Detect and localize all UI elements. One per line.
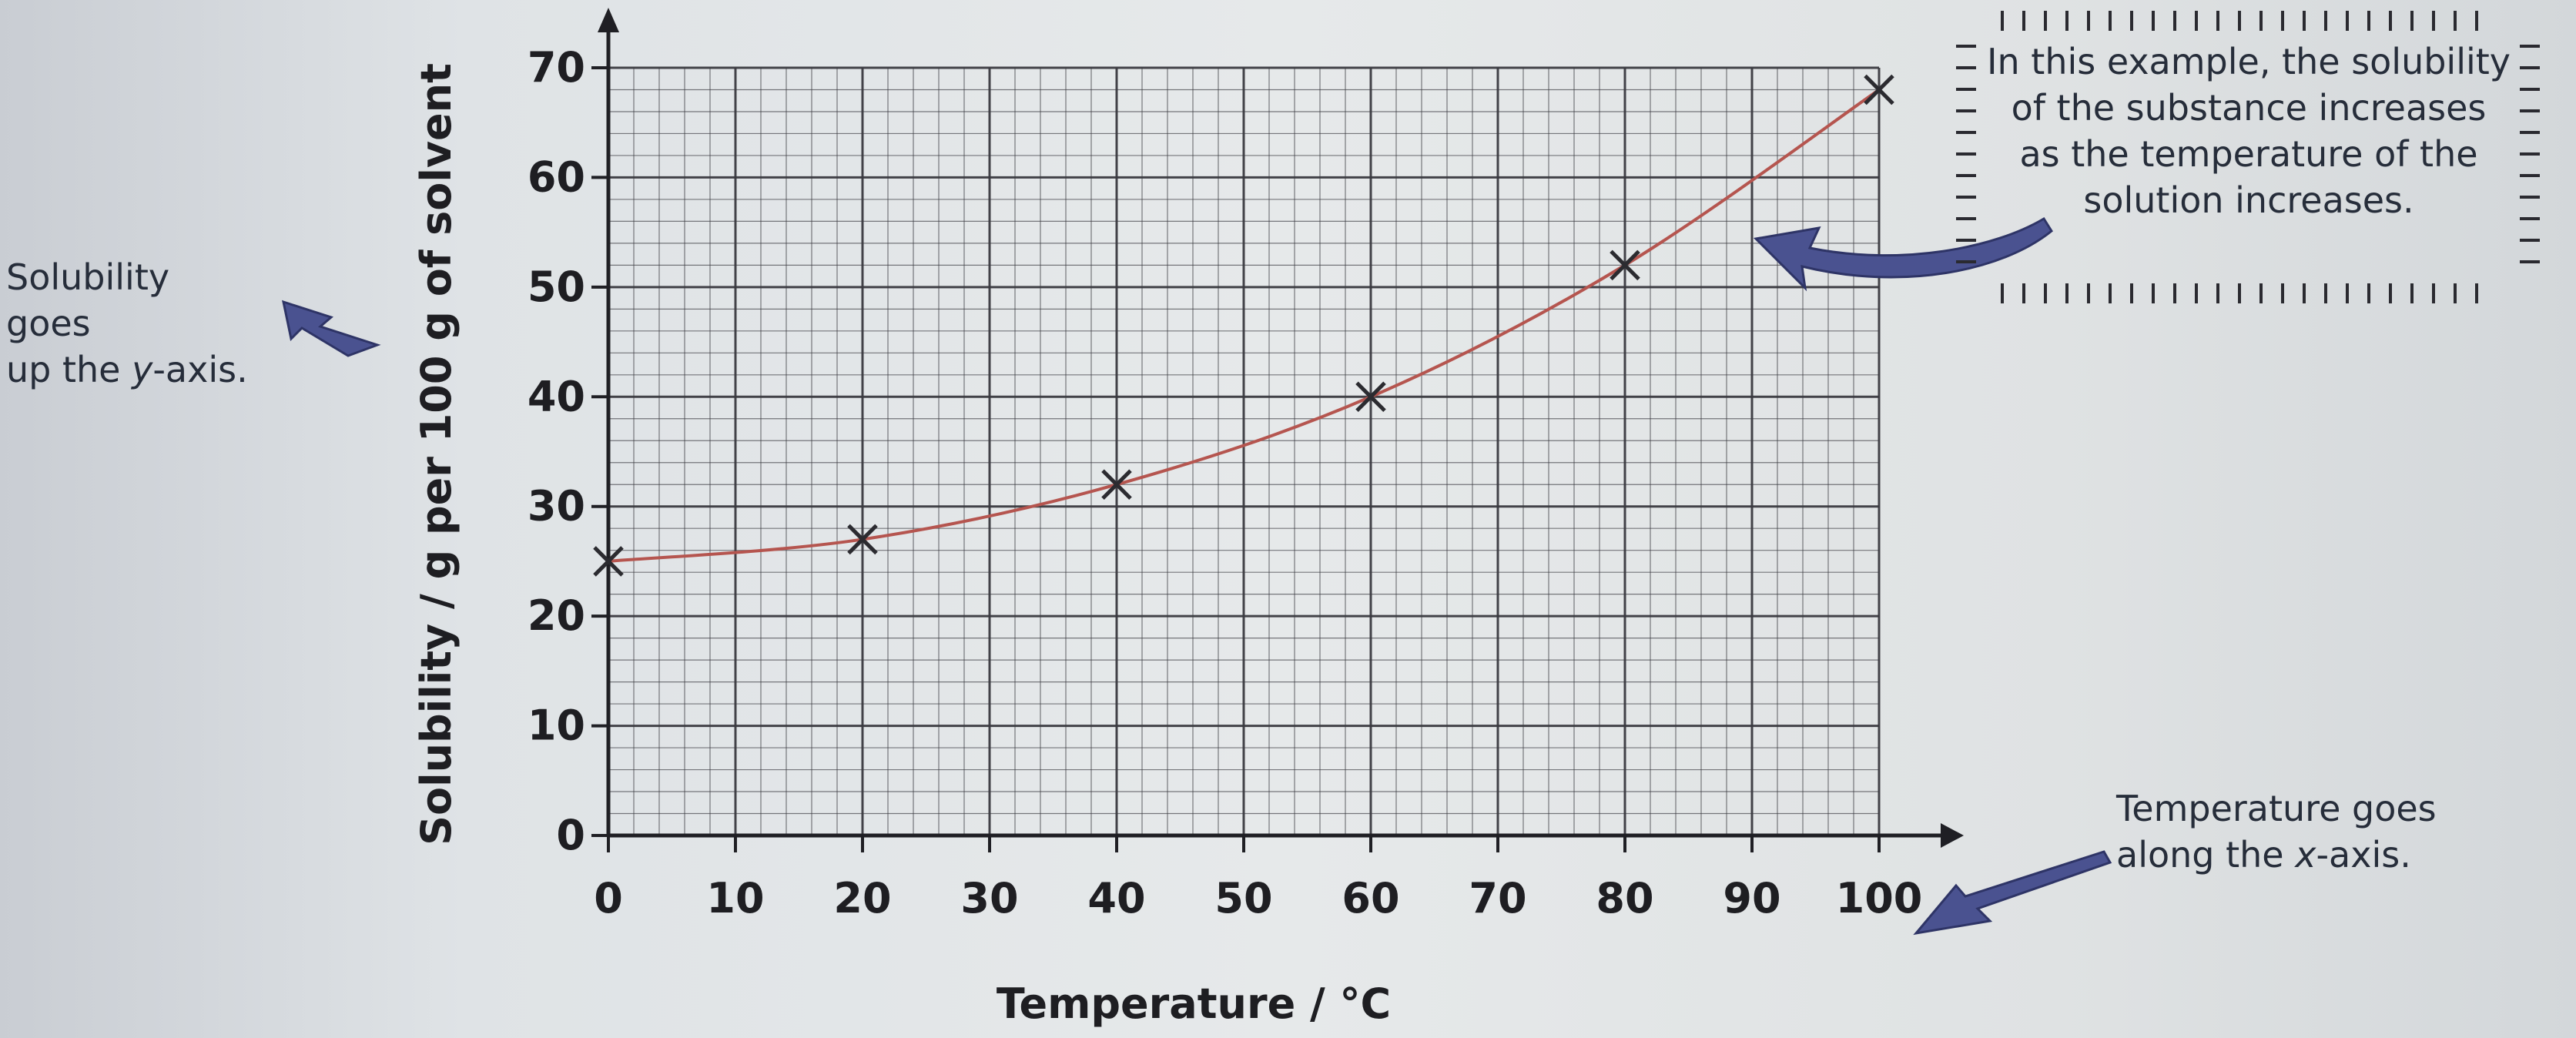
trend-annotation: In this example, the solubility of the s…	[1971, 39, 2526, 223]
x-tick-labels: 0 10 20 30 40 50 60 70 80 90 100	[594, 874, 1922, 922]
y-tick-label: 50	[528, 263, 585, 311]
x-tick-label: 30	[960, 874, 1018, 922]
x-axis-annotation: Temperature goes along the x-axis.	[2116, 785, 2440, 878]
x-axis-label: Temperature / °C	[997, 979, 1391, 1028]
x-tick-label: 60	[1342, 874, 1399, 922]
y-tick-label: 10	[528, 701, 585, 750]
y-axis-arrow-icon	[598, 8, 619, 32]
x-tick-label: 70	[1469, 874, 1526, 922]
y-tick-label: 20	[528, 591, 585, 640]
y-tick-label: 70	[528, 43, 585, 92]
chart-grid	[608, 68, 1879, 835]
x-tick-label: 20	[833, 874, 891, 922]
x-tick-label: 10	[706, 874, 764, 922]
y-tick-label: 0	[556, 811, 585, 859]
y-tick-labels: 0 10 20 30 40 50 60 70	[528, 43, 585, 859]
x-tick-label: 90	[1723, 874, 1780, 922]
x-tick-label: 100	[1836, 874, 1923, 922]
y-axis-annotation: Solubility goes up the y-axis.	[6, 254, 260, 393]
y-axis-label: Solubility / g per 100 g of solvent	[412, 63, 461, 845]
x-tick-label: 50	[1214, 874, 1272, 922]
x-tick-label: 40	[1087, 874, 1145, 922]
left-arrow-icon	[283, 302, 377, 356]
y-tick-label: 30	[528, 482, 585, 531]
x-tick-label: 0	[594, 874, 623, 922]
y-tick-label: 60	[528, 152, 585, 201]
y-tick-label: 40	[528, 372, 585, 420]
x-axis-arrow-icon	[1941, 823, 1964, 848]
bottom-arrow-icon	[1916, 852, 2110, 933]
x-tick-label: 80	[1596, 874, 1653, 922]
top-arrow-icon	[1756, 219, 2052, 288]
